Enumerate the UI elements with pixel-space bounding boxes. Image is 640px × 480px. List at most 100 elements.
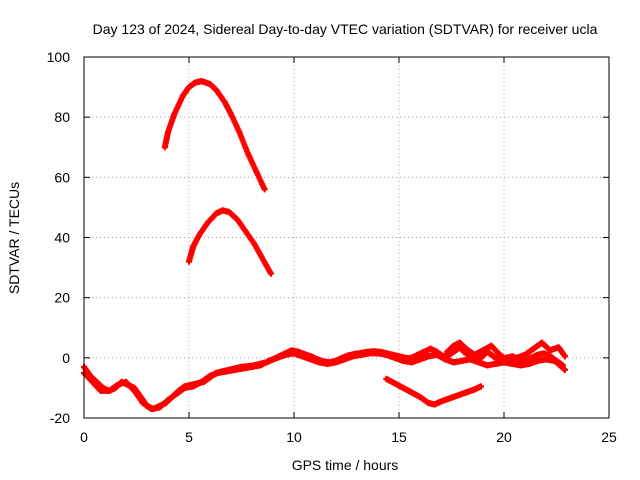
data-point: [236, 129, 243, 136]
x-tick-label: 10: [286, 429, 302, 445]
data-point: [477, 383, 484, 390]
x-tick-label: 20: [496, 429, 512, 445]
data-point: [213, 87, 220, 94]
x-tick-labels: 0 5 10 15 20 25: [80, 429, 617, 445]
data-point: [530, 345, 537, 352]
data-point: [425, 353, 432, 360]
data-point: [204, 219, 211, 226]
data-point: [171, 111, 178, 118]
data-point: [475, 359, 482, 366]
data-point: [299, 353, 306, 360]
data-point: [207, 372, 213, 379]
data-point: [517, 362, 524, 369]
data-point: [240, 365, 247, 372]
data-point: [480, 347, 486, 354]
data-point: [522, 351, 528, 358]
data-point: [349, 353, 356, 360]
data-point: [207, 81, 213, 88]
data-point: [219, 207, 226, 214]
data-point: [89, 378, 96, 385]
chart-title: Day 123 of 2024, Sidereal Day-to-day VTE…: [93, 21, 598, 37]
series-lower-arc: [383, 375, 484, 408]
data-point: [282, 351, 289, 358]
data-point: [131, 387, 138, 394]
y-tick-labels: -20 0 20 40 60 80 100: [47, 49, 71, 426]
data-point: [156, 404, 163, 411]
data-point: [433, 351, 440, 358]
data-point: [427, 345, 434, 352]
x-axis-label: GPS time / hours: [292, 457, 399, 473]
data-point: [484, 362, 491, 369]
data-point: [253, 168, 260, 175]
data-point: [106, 387, 113, 394]
y-tick-label: 40: [54, 230, 70, 246]
data-point: [261, 186, 268, 193]
data-point: [438, 398, 444, 405]
data-point: [257, 362, 264, 369]
data-point: [555, 344, 562, 351]
data-point: [198, 378, 205, 385]
data-point: [139, 399, 146, 406]
data-point: [526, 360, 533, 367]
data-point: [463, 389, 470, 396]
data-point: [249, 363, 255, 370]
data-point: [456, 339, 463, 346]
y-tick-label: 100: [47, 49, 71, 65]
data-point: [561, 353, 568, 360]
x-tick-label: 5: [185, 429, 193, 445]
x-tick-label: 0: [80, 429, 88, 445]
data-point: [173, 390, 180, 397]
y-tick-label: 60: [54, 169, 70, 185]
data-point: [477, 354, 484, 361]
x-tick-label: 15: [391, 429, 407, 445]
data-point: [114, 381, 121, 388]
y-axis-label: SDTVAR / TECUs: [6, 182, 22, 294]
data-point: [488, 342, 495, 349]
x-tick-label: 25: [601, 429, 617, 445]
data-point: [165, 396, 171, 403]
data-point: [234, 216, 241, 223]
data-point: [391, 380, 398, 387]
data-point: [228, 111, 234, 118]
data-point: [123, 378, 129, 385]
series-baseline-c: [444, 339, 568, 364]
data-point: [324, 360, 331, 367]
data-points: [81, 78, 568, 412]
data-point: [444, 348, 451, 355]
data-point: [496, 351, 503, 358]
data-point: [471, 386, 478, 393]
data-point: [442, 356, 449, 363]
data-point: [391, 354, 398, 361]
data-point: [358, 351, 365, 358]
data-point: [341, 356, 348, 363]
data-point: [471, 351, 478, 358]
data-point: [192, 79, 199, 86]
data-point: [366, 350, 373, 357]
data-point: [186, 84, 192, 91]
data-point: [534, 357, 541, 364]
data-point: [446, 395, 453, 402]
series-arc-mid: [186, 207, 274, 277]
data-point: [505, 357, 512, 364]
data-point: [375, 350, 381, 357]
data-point: [425, 399, 432, 406]
data-point: [213, 210, 220, 217]
data-point: [534, 351, 541, 358]
data-point: [492, 360, 499, 367]
data-point: [538, 339, 545, 346]
data-point: [414, 351, 421, 358]
data-point: [244, 150, 251, 157]
data-point: [452, 347, 459, 354]
data-point: [307, 356, 314, 363]
series-arc-high: [161, 78, 268, 193]
data-point: [97, 387, 104, 394]
data-point: [223, 368, 230, 375]
y-tick-label: 20: [54, 290, 70, 306]
data-point: [543, 356, 549, 363]
data-point: [221, 99, 228, 106]
axis-ticks: [83, 56, 610, 419]
y-tick-label: 0: [62, 350, 70, 366]
data-point: [186, 258, 192, 265]
data-point: [267, 270, 274, 277]
data-point: [383, 375, 390, 382]
